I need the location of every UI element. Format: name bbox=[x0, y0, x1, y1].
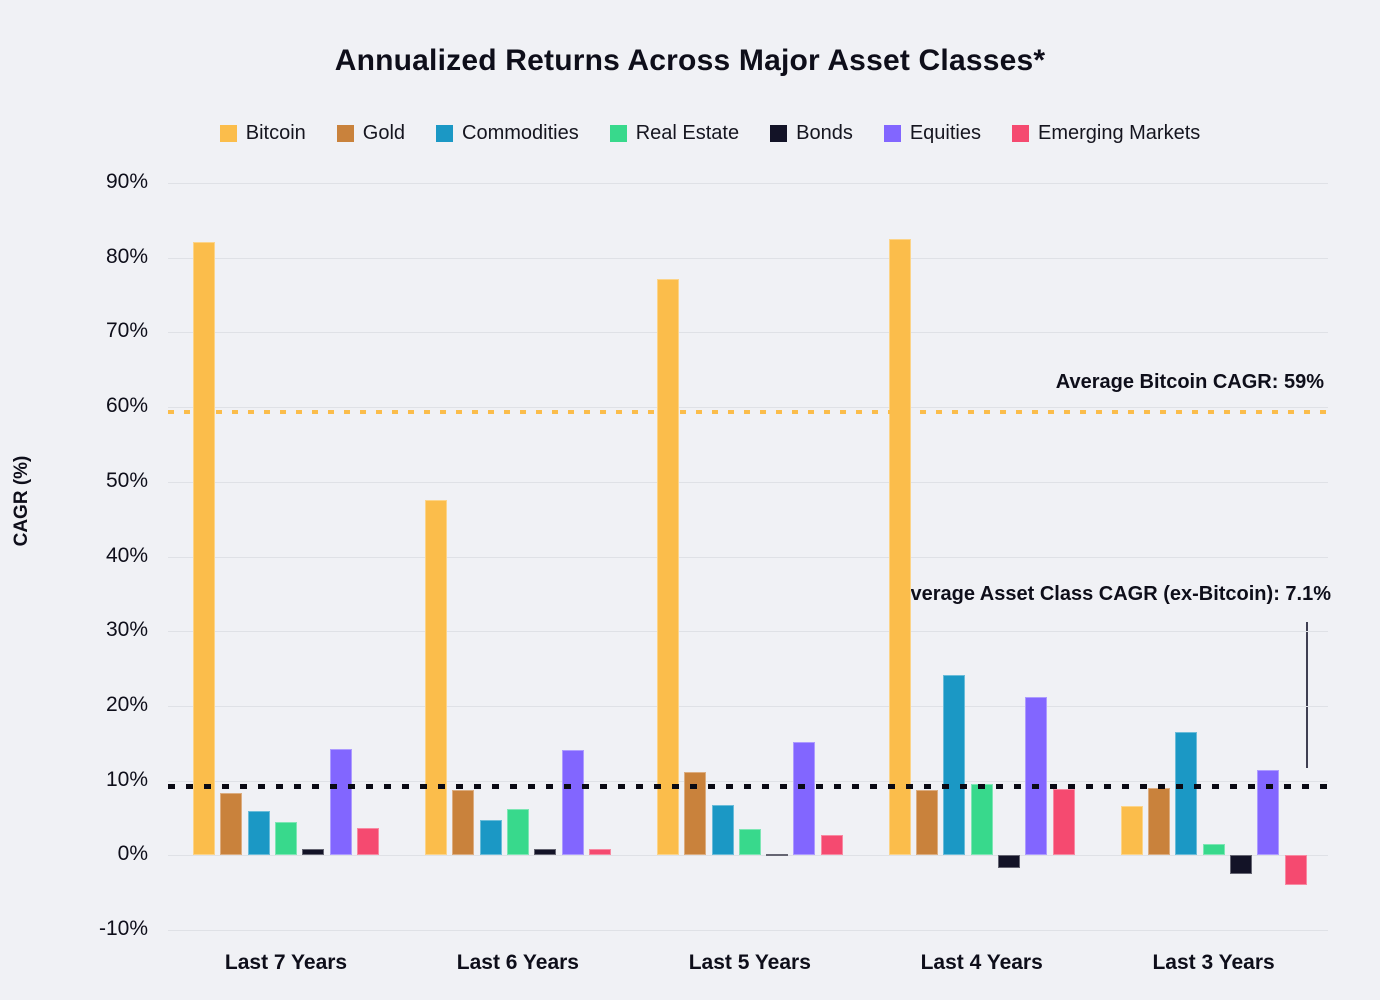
legend: Bitcoin Gold Commodities Real Estate Bonds Eq… bbox=[100, 116, 1320, 150]
bar-bitcoin bbox=[656, 278, 679, 856]
bar-emerging-markets bbox=[588, 848, 611, 856]
legend-item-bitcoin: Bitcoin bbox=[219, 121, 306, 145]
y-tick-label: 80% bbox=[105, 244, 148, 268]
gridline bbox=[168, 257, 1328, 259]
y-tick-label: -10% bbox=[98, 917, 148, 941]
legend-swatch-icon bbox=[219, 124, 237, 142]
annotation-leader-line bbox=[1306, 622, 1308, 768]
bar-equities bbox=[1025, 697, 1048, 856]
y-tick-label: 70% bbox=[105, 319, 148, 343]
legend-label: Bitcoin bbox=[245, 121, 306, 144]
bar-real-estate bbox=[738, 828, 761, 856]
bar-bitcoin bbox=[193, 241, 215, 856]
bar-bonds bbox=[766, 853, 789, 856]
bar-gold bbox=[684, 771, 707, 856]
y-tick-label: 40% bbox=[105, 543, 148, 567]
gridline bbox=[168, 930, 1328, 932]
legend-item-emerging-markets: Emerging Markets bbox=[1011, 121, 1201, 145]
bar-emerging-markets bbox=[1052, 788, 1075, 856]
legend-label: Commodities bbox=[462, 121, 579, 144]
legend-swatch-icon bbox=[609, 124, 627, 142]
bar-commodities bbox=[711, 804, 734, 856]
legend-swatch-icon bbox=[436, 124, 454, 142]
y-tick-label: 10% bbox=[105, 767, 148, 791]
legend-label: Real Estate bbox=[635, 121, 740, 144]
annotation-exbitcoin-average-label: Average Asset Class CAGR (ex-Bitcoin): 7… bbox=[896, 583, 1331, 605]
bar-real-estate bbox=[506, 809, 529, 856]
x-axis-category-label: Last 5 Years bbox=[688, 951, 811, 974]
x-axis-category-label: Last 3 Years bbox=[1152, 951, 1275, 974]
bar-bonds bbox=[1229, 855, 1252, 875]
bar-real-estate bbox=[970, 784, 993, 856]
gridline bbox=[168, 631, 1328, 633]
gridline bbox=[168, 182, 1328, 184]
y-tick-label: 0% bbox=[117, 842, 148, 866]
y-tick-label: 50% bbox=[105, 468, 148, 492]
bar-commodities bbox=[247, 811, 270, 856]
gridline bbox=[168, 556, 1328, 558]
bar-equities bbox=[561, 750, 584, 856]
bar-gold bbox=[1147, 788, 1170, 856]
bar-commodities bbox=[479, 819, 502, 856]
bar-commodities bbox=[1175, 732, 1198, 856]
gridline bbox=[168, 780, 1328, 782]
gridline bbox=[168, 332, 1328, 334]
bar-real-estate bbox=[1202, 844, 1225, 856]
bar-real-estate bbox=[275, 821, 297, 856]
bar-equities bbox=[329, 749, 352, 856]
legend-label: Gold bbox=[362, 121, 406, 144]
x-axis-category-label: Last 6 Years bbox=[456, 951, 579, 974]
x-axis-category-label: Last 4 Years bbox=[920, 951, 1043, 974]
y-tick-label: 60% bbox=[105, 394, 148, 417]
chart-title: Annualized Returns Across Major Asset Cl… bbox=[334, 44, 1046, 77]
legend-item-commodities: Commodities bbox=[436, 122, 579, 145]
x-axis-category-label: Last 7 Years bbox=[224, 951, 348, 974]
bar-emerging-markets bbox=[357, 827, 379, 856]
legend-item-equities: Equities bbox=[883, 121, 981, 145]
legend-swatch-icon bbox=[883, 124, 901, 142]
bar-emerging-markets bbox=[820, 835, 843, 856]
legend-label: Bonds bbox=[796, 121, 853, 144]
legend-label: Equities bbox=[909, 121, 981, 144]
bar-bitcoin bbox=[888, 238, 911, 856]
bar-bitcoin bbox=[1120, 806, 1143, 856]
bar-commodities bbox=[943, 675, 966, 856]
legend-item-gold: Gold bbox=[336, 121, 406, 145]
gridline bbox=[168, 481, 1328, 483]
gridline bbox=[168, 705, 1328, 707]
legend-swatch-icon bbox=[1011, 124, 1029, 142]
gridline bbox=[168, 855, 1328, 857]
legend-item-bonds: Bonds bbox=[770, 122, 853, 145]
bar-equities bbox=[1257, 769, 1280, 856]
annotation-bitcoin-average-label: Average Bitcoin CAGR: 59% bbox=[1055, 371, 1324, 393]
bar-equities bbox=[793, 741, 816, 856]
bar-emerging-markets bbox=[1284, 855, 1307, 886]
bar-gold bbox=[452, 790, 475, 856]
bar-bonds bbox=[998, 855, 1020, 869]
bar-gold bbox=[916, 789, 938, 856]
bar-gold bbox=[220, 792, 243, 856]
bitcoin-average-line bbox=[168, 410, 1328, 415]
y-tick-label: 90% bbox=[105, 169, 148, 193]
legend-swatch-icon bbox=[770, 124, 788, 142]
legend-label: Emerging Markets bbox=[1037, 121, 1201, 144]
exbitcoin-average-line bbox=[168, 784, 1328, 790]
bar-bonds bbox=[534, 848, 557, 856]
y-tick-label: 30% bbox=[105, 618, 148, 642]
legend-swatch-icon bbox=[336, 124, 354, 142]
legend-item-real-estate: Real Estate bbox=[609, 121, 740, 145]
y-tick-label: 20% bbox=[105, 692, 148, 716]
bar-bonds bbox=[302, 848, 325, 856]
bar-bitcoin bbox=[424, 500, 447, 856]
gridline bbox=[168, 407, 1328, 408]
